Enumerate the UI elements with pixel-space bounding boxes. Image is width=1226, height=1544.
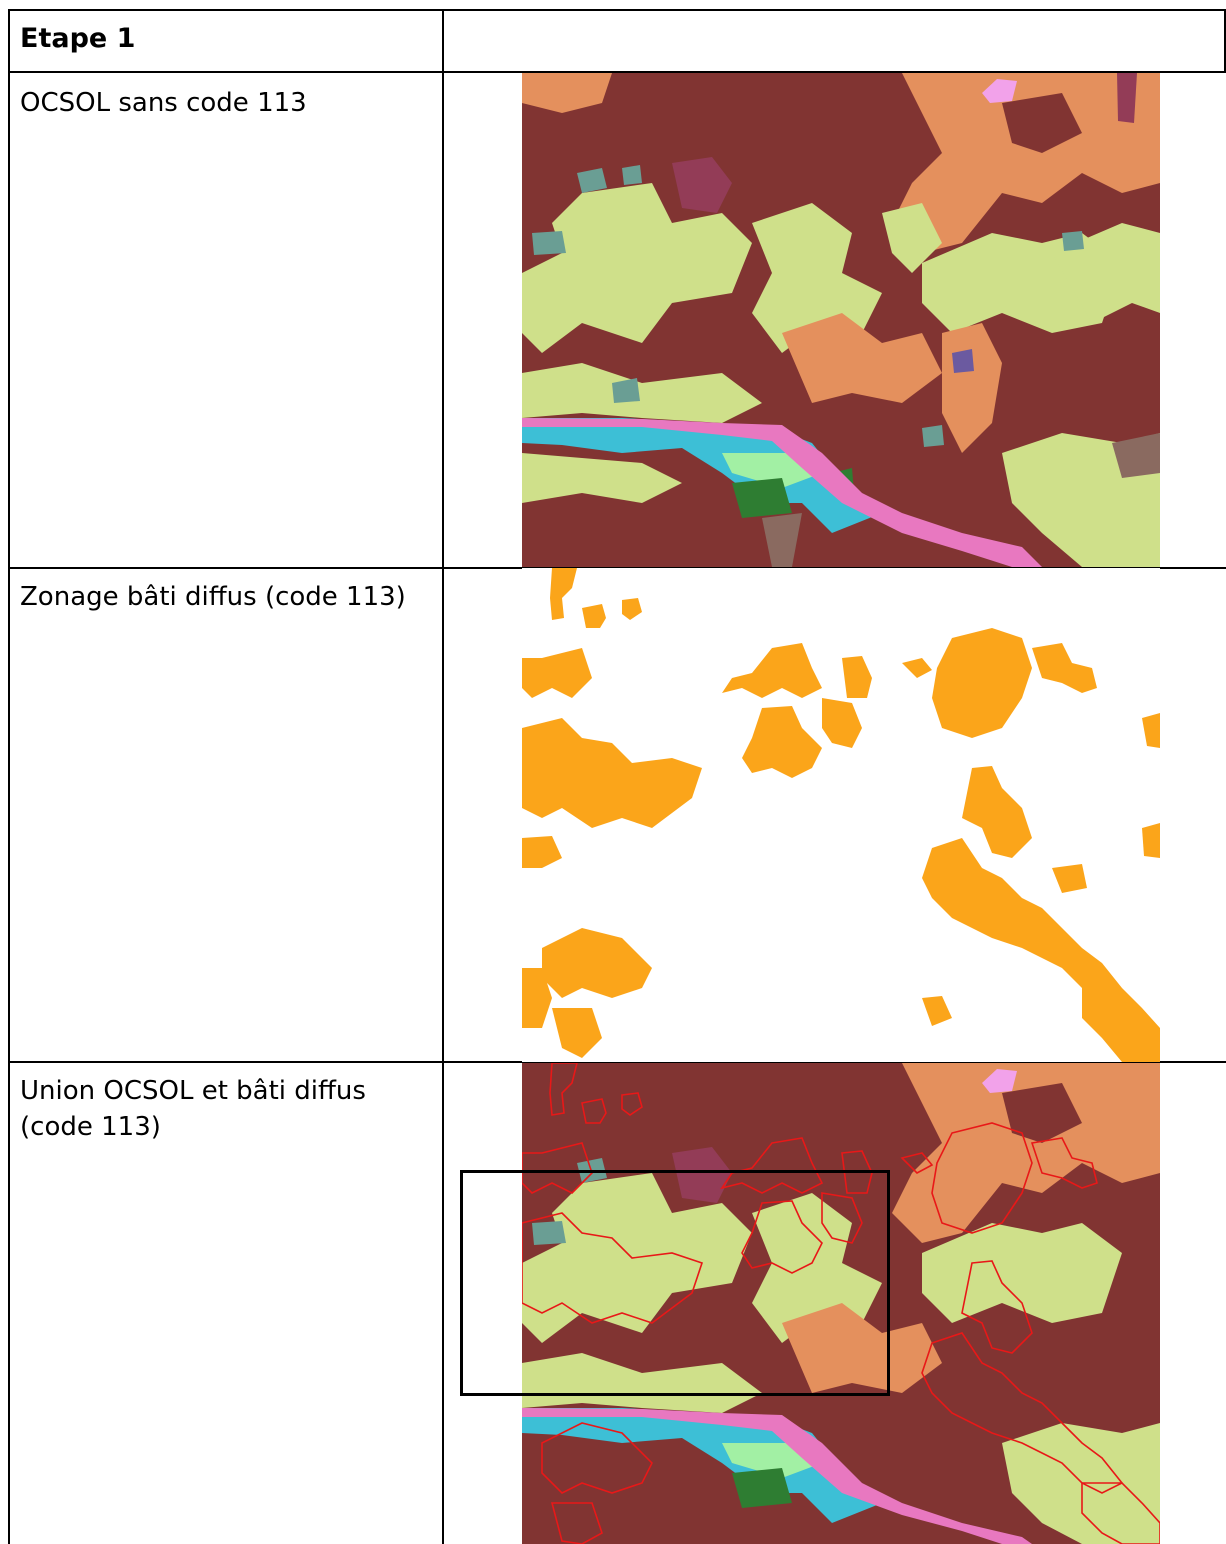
row-label-bati-diffus: Zonage bâti diffus (code 113) [20,582,406,612]
table-row-divider [8,1061,1226,1063]
union-map [522,1063,1160,1544]
ocsol-map [522,73,1160,567]
row-label-union-line1: Union OCSOL et bâti diffus [20,1076,366,1106]
bati-diffus-map [522,568,1160,1062]
highlight-rectangle [460,1170,890,1396]
row-label-union-line2: (code 113) [20,1112,161,1142]
row-label-ocsol: OCSOL sans code 113 [20,88,307,118]
table-border-top [8,9,1226,11]
table-row-divider [8,71,1226,73]
table-border-right [1224,9,1226,72]
table-border-left [8,9,10,1544]
table-column-divider [442,9,444,1544]
step-header: Etape 1 [20,23,136,54]
etape-table: Etape 1 OCSOL sans code 113 Zonage bâti … [8,9,1226,1544]
